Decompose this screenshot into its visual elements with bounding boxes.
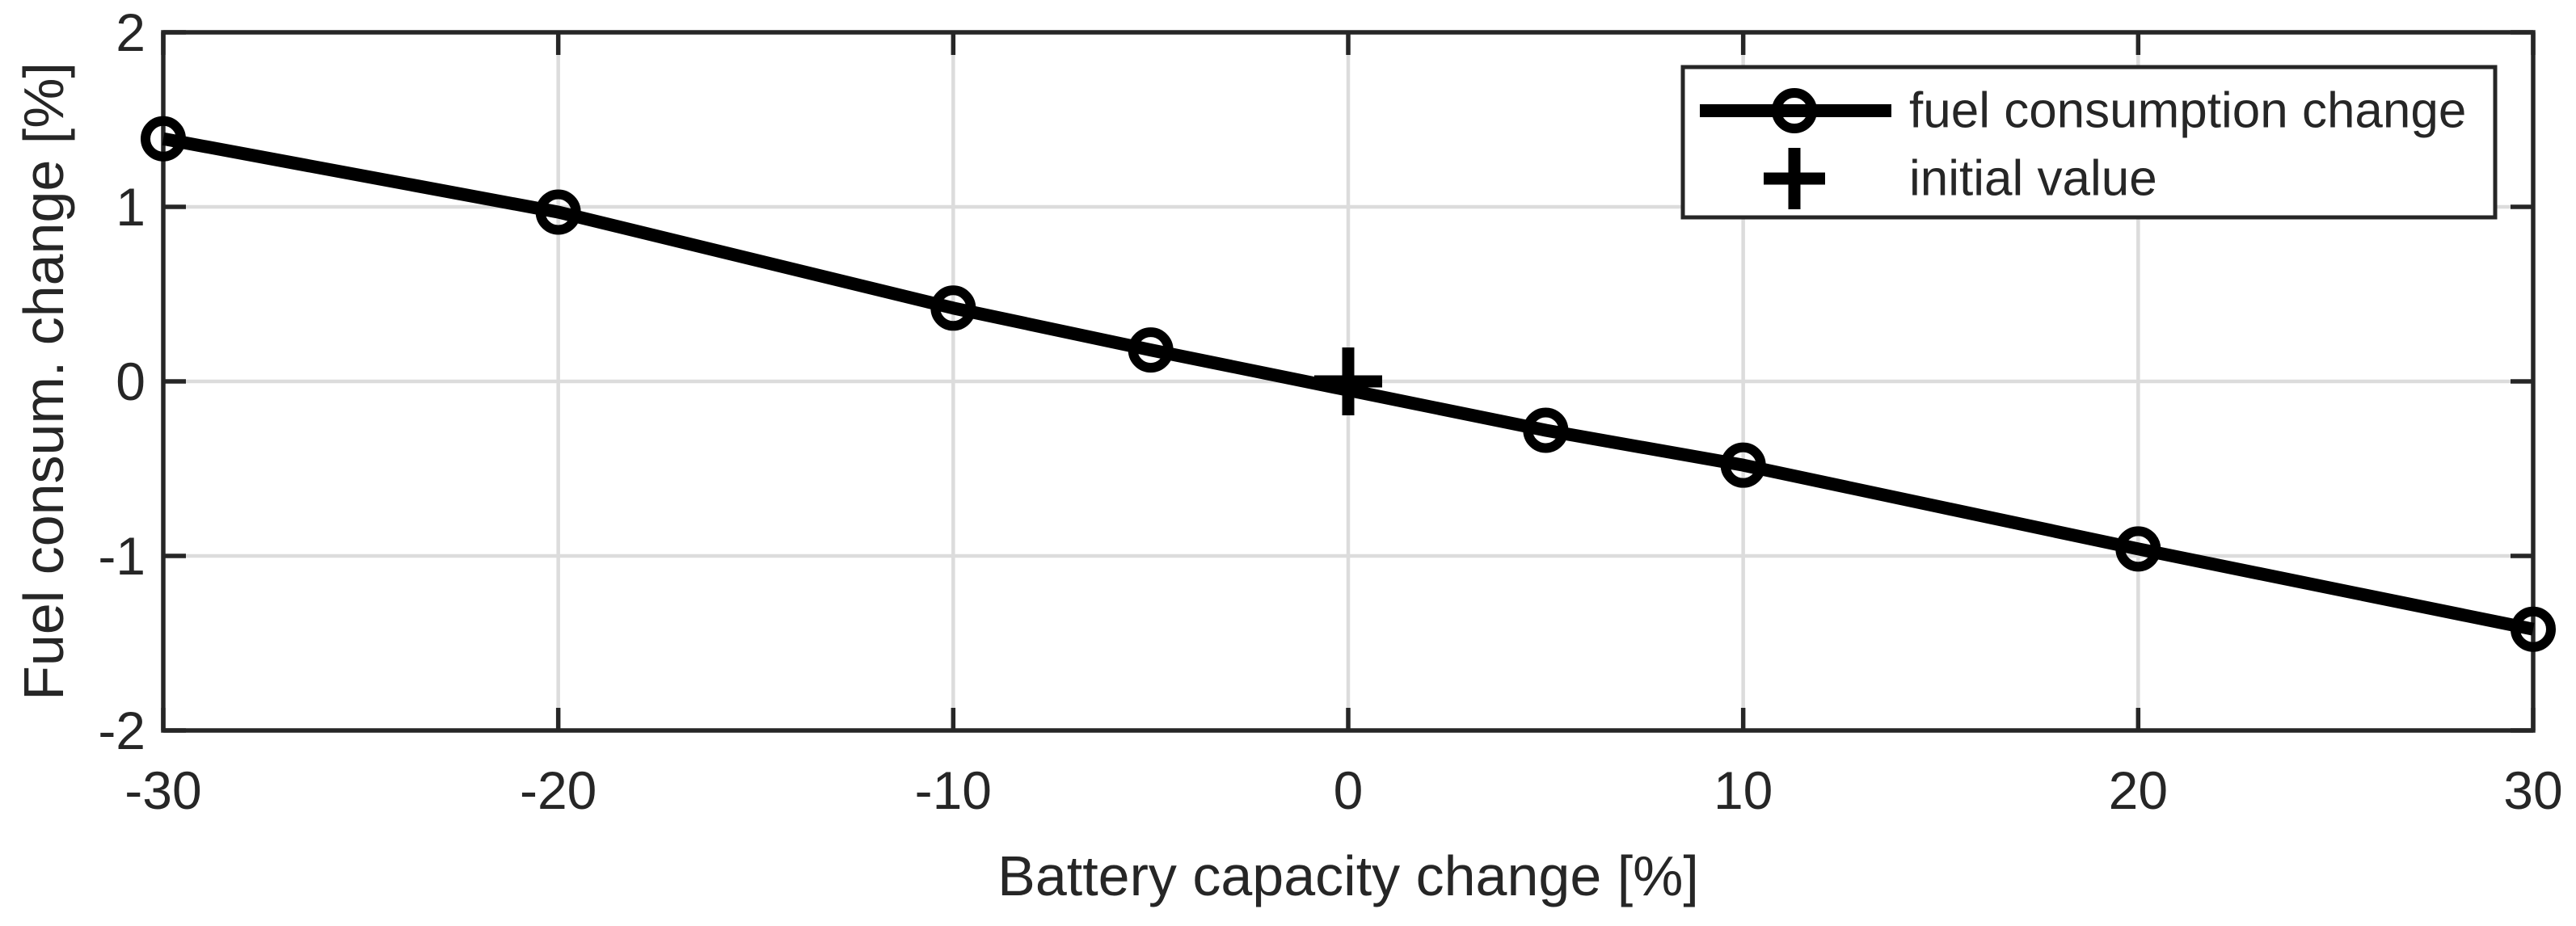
x-tick-label: 0 <box>1334 760 1364 820</box>
legend: fuel consumption change initial value <box>1680 65 2498 220</box>
y-tick-label: -2 <box>98 701 145 760</box>
data-point-circle <box>141 116 186 162</box>
series-layer <box>141 116 2556 652</box>
y-tick-label: 2 <box>116 2 145 62</box>
data-point-circle <box>930 285 976 331</box>
x-tick-label: 20 <box>2109 760 2168 820</box>
x-tick-label: -30 <box>124 760 201 820</box>
x-tick-labels: -30 -20 -10 0 10 20 30 <box>124 760 2562 820</box>
axes-layer <box>161 30 2536 733</box>
legend-circle-marker-icon <box>1772 88 1817 133</box>
data-point-circle <box>1720 442 1766 488</box>
y-tick-label: 0 <box>116 351 145 411</box>
legend-plus-marker-icon <box>1764 148 1825 209</box>
data-point-circle <box>1128 327 1174 373</box>
data-point-circle <box>1523 407 1569 453</box>
x-tick-label: -10 <box>915 760 992 820</box>
y-tick-label: 1 <box>116 177 145 237</box>
x-tick-label: -20 <box>520 760 597 820</box>
data-point-circle <box>2511 606 2556 652</box>
initial-value-plus-marker <box>1314 347 1382 415</box>
x-tick-label: 10 <box>1714 760 1773 820</box>
legend-label: fuel consumption change <box>1909 83 2466 139</box>
legend-box <box>1680 65 2498 220</box>
x-tick-label: 30 <box>2503 760 2562 820</box>
axes-box <box>161 30 2536 733</box>
y-tick-label: -1 <box>98 526 145 586</box>
data-point-circle <box>535 189 581 235</box>
y-axis-label: Fuel consum. change [%] <box>12 62 75 701</box>
legend-label: initial value <box>1909 151 2157 207</box>
x-axis-label: Battery capacity change [%] <box>997 844 1699 907</box>
y-tick-labels: -2 -1 0 1 2 <box>98 2 145 760</box>
data-point-circle <box>2115 526 2161 572</box>
